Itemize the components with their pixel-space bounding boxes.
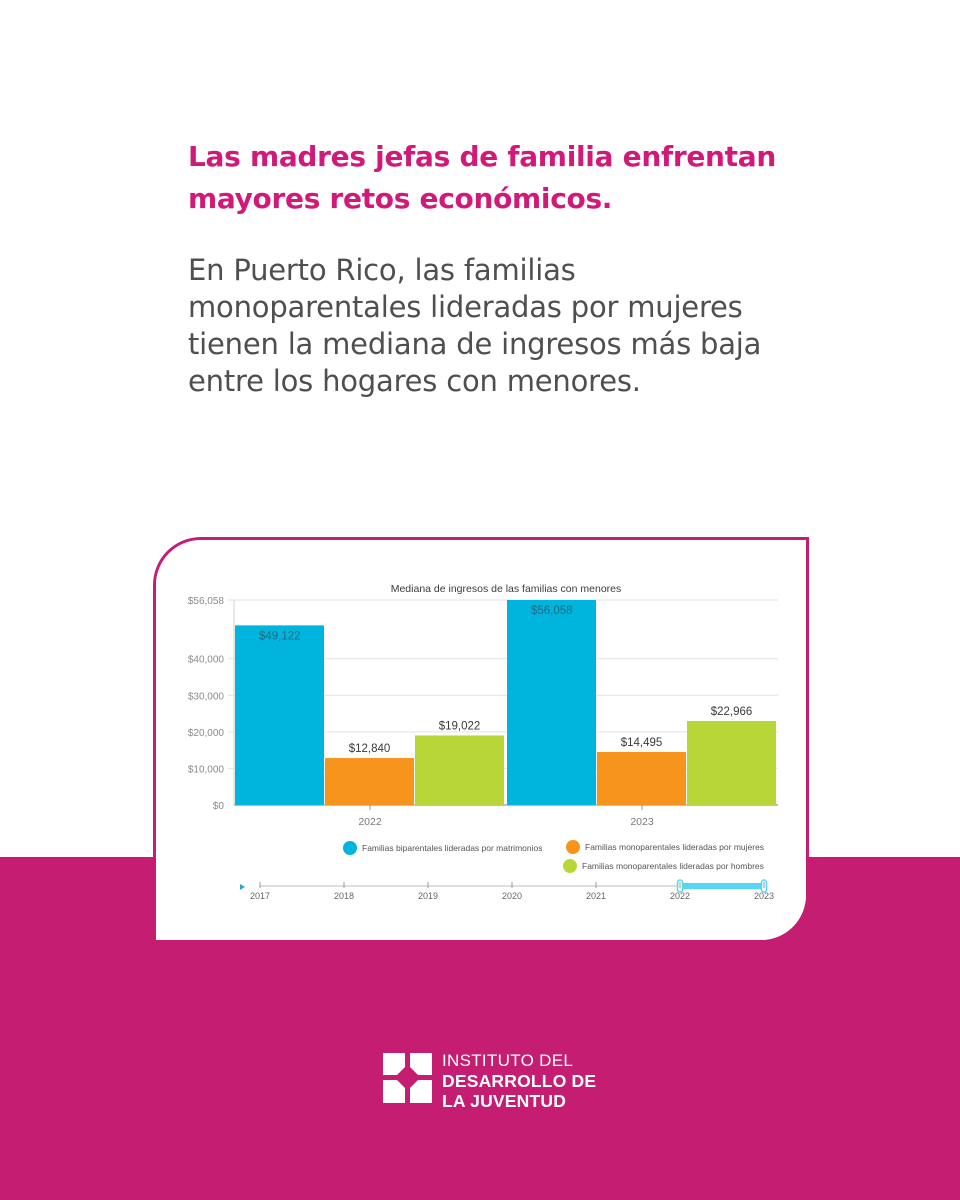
y-tick-label: $40,000	[188, 655, 225, 666]
timeline-year-label[interactable]: 2019	[418, 891, 438, 901]
timeline-year-label[interactable]: 2017	[250, 891, 270, 901]
headline-line-2: mayores retos económicos.	[188, 182, 613, 215]
headline: Las madres jefas de familia enfrentan ma…	[188, 136, 828, 220]
data-label: $19,022	[439, 720, 481, 732]
y-tick-label: $20,000	[188, 728, 225, 739]
legend-label: Familias monoparentales lideradas por ho…	[582, 861, 764, 871]
legend-label: Familias biparentales lideradas por matr…	[362, 843, 542, 853]
timeline-year-label[interactable]: 2018	[334, 891, 354, 901]
institute-name-line-2: DESARROLLO DE	[442, 1071, 597, 1091]
institute-name-line-1: INSTITUTO DEL	[442, 1051, 574, 1070]
x-tick-label: 2023	[630, 816, 654, 828]
institute-name-line-3: LA JUVENTUD	[442, 1091, 567, 1111]
institute-logo-icon	[383, 1053, 432, 1103]
legend-item[interactable]: Familias monoparentales lideradas por ho…	[563, 859, 764, 873]
data-label: $49,122	[259, 630, 301, 642]
body-line-2: monoparentales lideradas por mujeres	[188, 290, 743, 324]
data-label: $22,966	[711, 706, 753, 718]
bar	[415, 735, 504, 805]
data-label: $14,495	[621, 737, 663, 749]
headline-line-1: Las madres jefas de familia enfrentan	[188, 140, 776, 173]
bar	[507, 600, 596, 805]
timeline-year-label[interactable]: 2021	[586, 891, 606, 901]
chart-title: Mediana de ingresos de las familias con …	[391, 583, 622, 595]
bar	[687, 721, 776, 805]
body-line-3: tienen la mediana de ingresos más baja	[188, 327, 762, 361]
legend-swatch	[343, 841, 357, 855]
timeline-year-label[interactable]: 2023	[754, 891, 774, 901]
timeline-selection[interactable]	[680, 883, 764, 889]
institute-name: INSTITUTO DEL DESARROLLO DE LA JUVENTUD	[442, 1051, 596, 1111]
timeline-play-icon[interactable]	[240, 884, 245, 890]
y-tick-label: $30,000	[188, 691, 225, 702]
legend-label: Familias monoparentales lideradas por mu…	[585, 842, 764, 852]
bar	[597, 751, 686, 805]
timeline-year-label[interactable]: 2022	[670, 891, 690, 901]
body-text: En Puerto Rico, las familias monoparenta…	[188, 252, 828, 400]
y-tick-label: $0	[213, 801, 225, 812]
y-tick-label: $10,000	[188, 764, 225, 775]
data-label: $12,840	[349, 743, 391, 755]
body-line-4: entre los hogares con menores.	[188, 364, 641, 398]
legend-swatch	[563, 859, 577, 873]
data-label: $56,058	[531, 605, 573, 617]
legend-item[interactable]: Familias biparentales lideradas por matr…	[343, 841, 542, 855]
y-tick-label: $56,058	[188, 596, 225, 607]
legend-item[interactable]: Familias monoparentales lideradas por mu…	[566, 840, 764, 854]
x-tick-label: 2022	[358, 816, 382, 828]
body-line-1: En Puerto Rico, las familias	[188, 253, 576, 287]
timeline-year-label[interactable]: 2020	[502, 891, 522, 901]
bar	[235, 625, 324, 805]
legend-swatch	[566, 840, 580, 854]
bar	[325, 758, 414, 805]
